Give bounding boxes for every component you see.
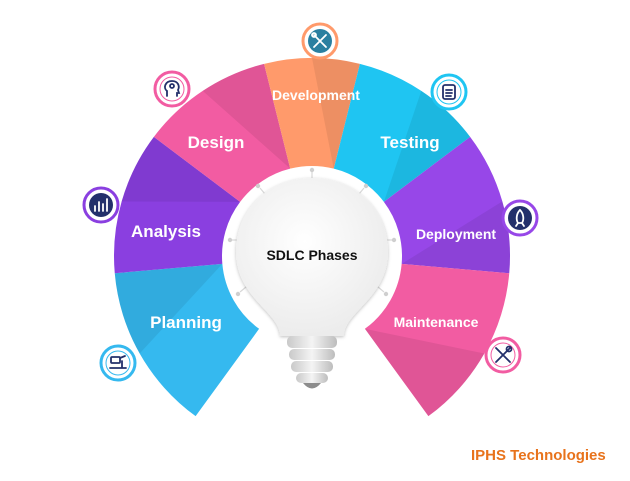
brand-watermark: IPHS Technologies [471, 447, 606, 464]
deployment-rocket-icon [501, 199, 539, 237]
maintenance-wrench-icon [484, 336, 522, 374]
development-tools-icon [301, 22, 339, 60]
phase-label-planning: Planning [150, 313, 222, 332]
segment-planning [114, 263, 260, 417]
segment-shade [121, 136, 241, 202]
phase-labels: Planning Analysis Design Development Testing… [131, 87, 496, 332]
phase-icons [82, 22, 539, 382]
phase-segments [113, 58, 510, 417]
segment-testing [333, 63, 471, 202]
segment-shade [364, 328, 485, 417]
segment-analysis [113, 136, 241, 274]
segment-design [153, 63, 291, 202]
light-bulb-icon: SDLC Phases [227, 167, 397, 389]
bulb-base [287, 336, 337, 389]
phase-label-development: Development [272, 87, 360, 103]
phase-label-testing: Testing [380, 133, 439, 152]
segment-shade [202, 63, 291, 169]
segment-shade [114, 263, 223, 354]
segment-shade [383, 90, 471, 202]
analysis-chart-icon [82, 186, 120, 224]
planning-icon [99, 344, 137, 382]
bulb-glass [236, 178, 388, 336]
phase-label-maintenance: Maintenance [394, 314, 479, 330]
segment-development [264, 58, 360, 169]
phase-label-design: Design [188, 133, 245, 152]
segment-shade [401, 201, 510, 274]
testing-checklist-icon [430, 73, 468, 111]
phase-label-deployment: Deployment [416, 226, 496, 242]
segment-shade [312, 58, 360, 169]
segment-maintenance [364, 263, 510, 417]
segment-deployment [383, 136, 510, 274]
phase-label-analysis: Analysis [131, 222, 201, 241]
design-brain-icon [153, 70, 191, 108]
center-title: SDLC Phases [266, 247, 357, 263]
